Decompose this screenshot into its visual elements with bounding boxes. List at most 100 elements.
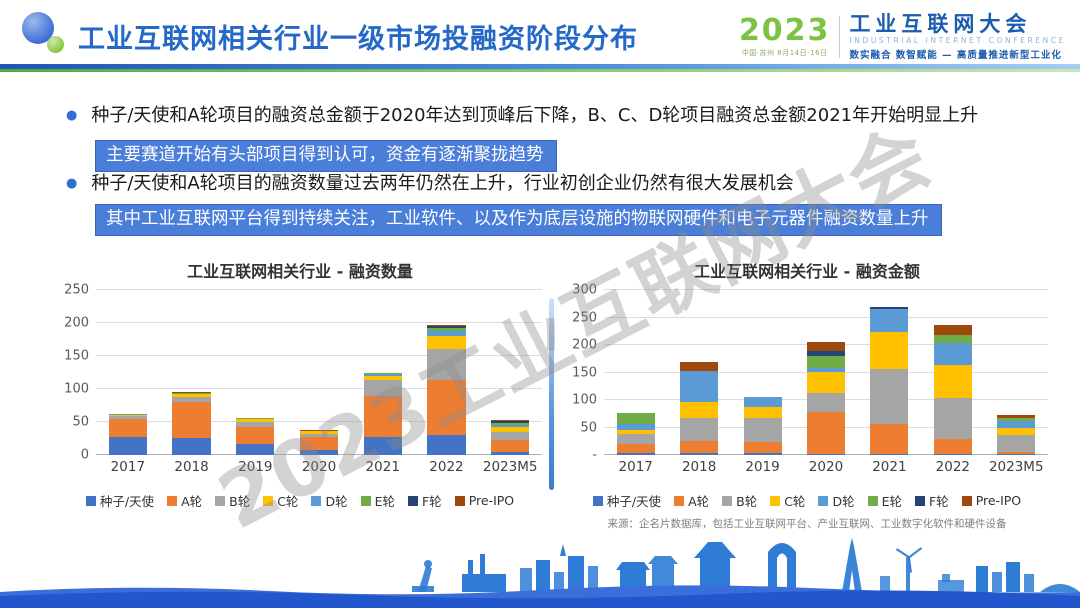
- legend-swatch-icon: [407, 495, 418, 506]
- x-tick-label: 2017: [110, 459, 146, 475]
- y-tick-label: 150: [64, 348, 89, 364]
- bar-segment: [236, 426, 275, 444]
- bar-segment: [743, 418, 782, 443]
- legend-swatch-icon: [867, 495, 878, 506]
- bar-segment: [363, 375, 402, 381]
- y-tick-label: 250: [64, 282, 89, 298]
- bar-segment: [743, 442, 782, 453]
- bar-segment: [680, 370, 719, 402]
- plot-area: [96, 289, 542, 455]
- legend-swatch-icon: [85, 495, 96, 506]
- plot-wrap: 2017 2018 2019 2020 2021 2022 2023M5: [604, 289, 1048, 479]
- legend-label: E轮: [374, 494, 395, 509]
- legend-item: A轮: [674, 491, 709, 510]
- x-tick-label: 2022: [429, 459, 464, 475]
- x-tick-label: 2018: [681, 459, 717, 475]
- bar-segment: [933, 364, 972, 398]
- legend-item: C轮: [263, 491, 298, 510]
- bar-segment: [616, 434, 655, 445]
- bar-segment: [933, 453, 972, 455]
- bar-segment: [363, 436, 402, 455]
- bar-segment: [616, 430, 655, 435]
- legend-item: D轮: [818, 491, 855, 510]
- bar-segment: [172, 393, 211, 395]
- legend-label: 种子/天使: [99, 494, 155, 509]
- chart-body: 0 50 100 150 200 250 2017 2018 2019 2020 2021 2022…: [58, 283, 542, 479]
- bar-segment: [299, 429, 339, 432]
- bar-segment: [427, 435, 466, 455]
- bar-segment: [997, 452, 1036, 455]
- legend-label: F轮: [421, 494, 442, 509]
- gridline: [96, 388, 542, 389]
- bar-segment: [933, 334, 972, 344]
- header-divider-blue: [0, 64, 1080, 69]
- bar-2022: [933, 290, 972, 455]
- brand-circles-icon: [20, 10, 68, 58]
- gridline: [96, 289, 542, 290]
- legend: 种子/天使 A轮 B轮 C轮 D轮 E轮 F轮 Pre-IPO: [58, 491, 542, 510]
- legend-swatch-icon: [167, 495, 178, 506]
- legend: 种子/天使 A轮 B轮 C轮 D轮 E轮 F轮 Pre-IPO: [566, 491, 1048, 510]
- bar-segment: [616, 453, 655, 455]
- bar-segment: [108, 414, 147, 416]
- bar-2019: [236, 290, 275, 455]
- conference-name-block: 工业互联网大会 INDUSTRIAL INTERNET CONFERENCE 数…: [849, 13, 1066, 61]
- legend-swatch-icon: [360, 495, 371, 506]
- bar-segment: [427, 336, 466, 350]
- legend-swatch-icon: [263, 495, 274, 506]
- bar-2018: [680, 290, 719, 455]
- x-tick-label: 2023M5: [988, 459, 1044, 475]
- legend-swatch-icon: [961, 495, 972, 506]
- x-tick-label: 2020: [301, 459, 337, 475]
- bar-segment: [172, 402, 211, 438]
- bar-segment: [806, 342, 845, 352]
- bar-segment: [491, 422, 530, 426]
- bar-column: [478, 290, 542, 455]
- bar-2020: [806, 290, 845, 455]
- legend-item: E轮: [360, 491, 395, 510]
- bar-segment: [870, 307, 909, 310]
- bar-segment: [427, 326, 466, 328]
- bar-column: [731, 290, 794, 455]
- bar-segment: [997, 454, 1036, 455]
- chart-financing-amount: 工业互联网相关行业 - 融资金额 - 50 100 150 200 250 300 2017…: [566, 258, 1048, 531]
- y-tick-label: 100: [572, 392, 597, 408]
- bar-2017: [616, 290, 655, 455]
- bar-2021: [870, 290, 909, 455]
- bar-segment: [870, 331, 909, 369]
- bar-column: [96, 290, 160, 455]
- bullet-dot-icon: ●: [66, 176, 78, 191]
- bar-segment: [427, 349, 466, 381]
- bar-column: [921, 290, 984, 455]
- bar-column: [415, 290, 479, 455]
- legend-swatch-icon: [454, 495, 465, 506]
- bar-segment: [299, 437, 339, 451]
- bar-segment: [806, 367, 845, 372]
- bar-segment: [427, 327, 466, 331]
- bar-2022: [427, 290, 466, 455]
- bar-segment: [491, 427, 530, 432]
- bar-segment: [491, 420, 530, 421]
- bar-segment: [870, 423, 909, 455]
- bar-column: [223, 290, 287, 455]
- legend-label: B轮: [736, 494, 758, 509]
- highlight-bar-2: 其中工业互联网平台得到持续关注，工业软件、以及作为底层设施的物联网硬件和电子元器…: [95, 204, 942, 236]
- bar-segment: [743, 406, 782, 419]
- y-tick-label: 300: [572, 282, 597, 298]
- bar-segment: [997, 434, 1036, 453]
- legend-item: F轮: [914, 491, 949, 510]
- wave-footer: [0, 585, 1080, 608]
- bar-2017: [108, 290, 147, 455]
- legend-item: B轮: [215, 491, 250, 510]
- legend-label: D轮: [832, 494, 855, 509]
- bar-2023M5: [491, 290, 530, 455]
- legend-item: 种子/天使: [85, 491, 155, 510]
- bar-segment: [236, 418, 275, 423]
- source-note: 来源：企名片数据库，包括工业互联网平台、产业互联网、工业数字化软件和硬件设备: [607, 518, 1007, 530]
- bar-segment: [806, 411, 845, 455]
- bar-segment: [363, 395, 402, 437]
- x-tick-label: 2023M5: [482, 459, 538, 475]
- legend-label: Pre-IPO: [975, 493, 1022, 508]
- bar-segment: [363, 380, 402, 396]
- bar-segment: [491, 440, 530, 452]
